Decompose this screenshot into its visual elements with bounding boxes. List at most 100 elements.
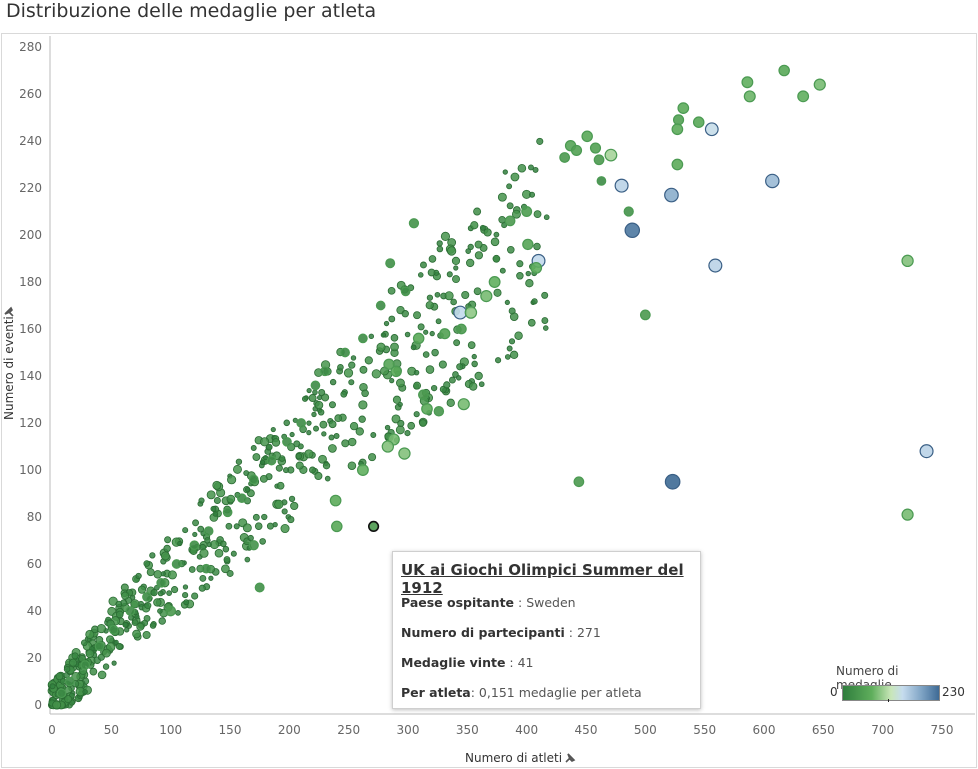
data-point[interactable] — [328, 444, 337, 453]
data-point[interactable] — [252, 453, 261, 461]
data-point[interactable] — [473, 207, 482, 216]
data-point[interactable] — [358, 333, 368, 344]
data-point[interactable] — [208, 575, 214, 581]
data-point[interactable] — [510, 172, 520, 182]
data-point[interactable] — [289, 431, 295, 438]
data-point[interactable] — [467, 341, 476, 349]
data-point[interactable] — [589, 142, 602, 154]
data-point[interactable] — [131, 619, 139, 627]
data-point[interactable] — [320, 366, 330, 377]
data-point[interactable] — [453, 265, 459, 271]
data-point[interactable] — [324, 475, 331, 482]
data-point[interactable] — [115, 600, 123, 608]
data-point[interactable] — [356, 464, 369, 476]
data-point[interactable] — [371, 369, 381, 379]
data-point[interactable] — [248, 540, 259, 551]
data-point[interactable] — [367, 520, 380, 532]
data-point[interactable] — [212, 511, 219, 517]
data-point[interactable] — [453, 339, 461, 347]
data-point[interactable] — [499, 267, 506, 274]
data-point[interactable] — [64, 695, 73, 704]
data-point[interactable] — [175, 610, 181, 616]
data-point[interactable] — [199, 548, 209, 558]
data-point[interactable] — [221, 564, 230, 574]
data-point[interactable] — [397, 419, 405, 428]
data-point[interactable] — [259, 538, 266, 545]
data-point[interactable] — [328, 401, 336, 409]
data-point[interactable] — [247, 534, 254, 542]
data-point[interactable] — [220, 540, 227, 548]
data-point[interactable] — [417, 323, 425, 331]
data-point[interactable] — [230, 550, 237, 557]
data-point[interactable] — [223, 556, 231, 564]
data-point[interactable] — [237, 493, 247, 504]
data-point[interactable] — [341, 439, 350, 448]
data-point[interactable] — [198, 497, 205, 504]
pin-icon[interactable] — [4, 306, 14, 317]
data-point[interactable] — [541, 317, 549, 324]
data-point[interactable] — [417, 272, 424, 278]
data-point[interactable] — [283, 419, 290, 427]
data-point[interactable] — [404, 331, 411, 338]
data-point[interactable] — [413, 311, 422, 320]
data-point[interactable] — [671, 158, 684, 171]
data-point[interactable] — [471, 360, 478, 368]
data-point[interactable] — [741, 76, 754, 89]
data-point[interactable] — [254, 522, 263, 530]
data-point[interactable] — [570, 144, 583, 156]
data-point[interactable] — [337, 363, 344, 371]
data-point[interactable] — [507, 245, 515, 254]
data-point[interactable] — [511, 209, 521, 219]
data-point[interactable] — [434, 291, 441, 298]
data-point[interactable] — [573, 476, 585, 488]
data-point[interactable] — [233, 523, 240, 530]
data-point[interactable] — [671, 123, 684, 136]
data-point[interactable] — [423, 329, 429, 335]
data-point[interactable] — [392, 395, 402, 404]
data-point[interactable] — [142, 592, 152, 602]
data-point[interactable] — [272, 521, 278, 528]
data-point[interactable] — [96, 624, 106, 634]
data-point[interactable] — [212, 480, 222, 490]
data-point[interactable] — [270, 426, 276, 433]
data-point[interactable] — [692, 116, 705, 128]
data-point[interactable] — [504, 299, 510, 306]
data-point[interactable] — [192, 519, 200, 527]
data-point[interactable] — [436, 240, 443, 247]
data-point[interactable] — [333, 433, 340, 439]
data-point[interactable] — [80, 660, 91, 670]
data-point[interactable] — [743, 90, 756, 103]
data-point[interactable] — [483, 228, 492, 237]
data-point[interactable] — [347, 461, 357, 471]
data-point[interactable] — [495, 357, 502, 364]
data-point[interactable] — [664, 473, 681, 490]
data-point[interactable] — [457, 398, 470, 411]
data-point[interactable] — [135, 572, 142, 580]
data-point[interactable] — [308, 394, 317, 403]
data-point[interactable] — [80, 639, 88, 647]
data-point[interactable] — [474, 251, 484, 260]
data-point[interactable] — [89, 667, 98, 676]
data-point[interactable] — [443, 381, 451, 389]
data-point[interactable] — [144, 602, 152, 610]
data-point[interactable] — [63, 665, 71, 673]
data-point[interactable] — [383, 358, 395, 370]
data-point[interactable] — [375, 300, 386, 311]
data-point[interactable] — [248, 474, 259, 485]
color-legend[interactable]: Numero di medaglie... 0 230 — [826, 661, 966, 706]
data-point[interactable] — [328, 420, 337, 429]
data-point[interactable] — [102, 663, 110, 670]
data-point[interactable] — [440, 231, 451, 241]
data-point[interactable] — [474, 240, 483, 249]
data-point[interactable] — [593, 154, 605, 166]
data-point[interactable] — [396, 378, 405, 388]
data-point[interactable] — [136, 622, 145, 631]
data-point[interactable] — [350, 355, 357, 361]
data-point[interactable] — [525, 270, 531, 277]
data-point[interactable] — [504, 354, 511, 360]
data-point[interactable] — [108, 624, 119, 635]
data-point[interactable] — [321, 431, 327, 437]
data-point[interactable] — [150, 589, 158, 597]
data-point[interactable] — [395, 425, 405, 435]
data-point[interactable] — [340, 390, 348, 398]
